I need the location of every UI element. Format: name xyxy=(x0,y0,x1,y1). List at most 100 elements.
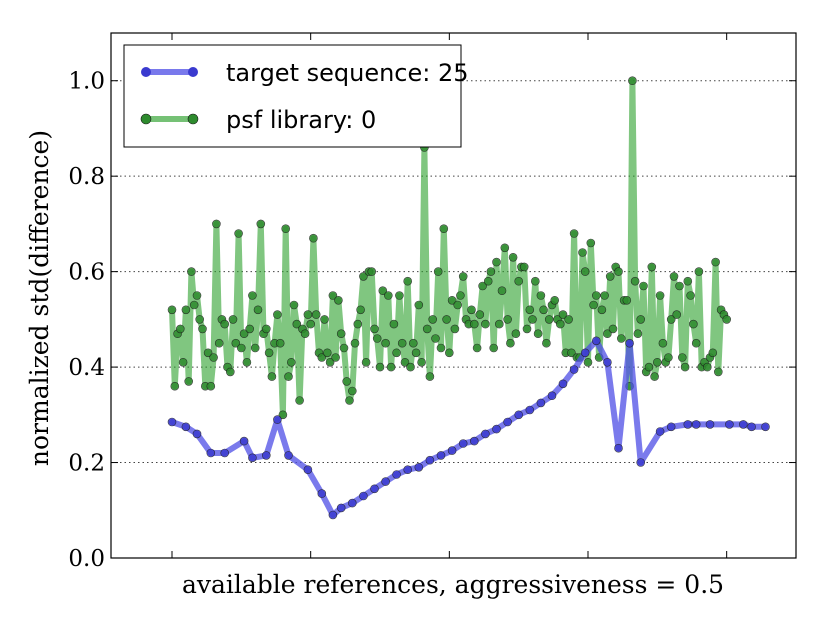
data-point xyxy=(550,295,560,305)
data-point xyxy=(198,324,207,334)
data-point xyxy=(683,420,693,429)
data-point xyxy=(655,291,665,300)
legend-marker-target-sequence-end xyxy=(188,67,198,77)
data-point xyxy=(650,372,659,381)
data-point xyxy=(234,229,243,238)
data-point xyxy=(170,381,180,391)
data-point xyxy=(392,470,401,479)
data-point xyxy=(536,398,546,408)
data-point xyxy=(536,291,546,300)
data-point xyxy=(189,300,199,310)
plot-area-series xyxy=(167,76,770,520)
data-point xyxy=(702,362,712,372)
data-point xyxy=(334,295,343,305)
data-point xyxy=(472,343,482,353)
data-point xyxy=(331,353,340,362)
data-point xyxy=(658,338,668,348)
data-point xyxy=(508,252,518,262)
data-point xyxy=(187,267,196,276)
plot-frame xyxy=(110,32,797,559)
data-point xyxy=(597,305,607,315)
data-point xyxy=(636,315,646,324)
data-point xyxy=(608,324,618,334)
data-point xyxy=(328,510,338,520)
data-point xyxy=(636,458,646,467)
data-point xyxy=(383,291,393,300)
data-point xyxy=(591,336,601,346)
data-point xyxy=(370,324,379,334)
data-point xyxy=(519,262,529,272)
data-point xyxy=(436,343,446,353)
data-point xyxy=(395,291,404,300)
data-point xyxy=(317,489,327,498)
data-point xyxy=(669,272,679,281)
data-point xyxy=(239,329,249,339)
data-point xyxy=(406,362,415,372)
data-point xyxy=(458,272,468,281)
data-point xyxy=(583,357,593,367)
data-point xyxy=(603,357,612,367)
data-point xyxy=(372,334,382,343)
legend-label-psf-library: psf library: 0 xyxy=(226,106,376,134)
data-point xyxy=(386,362,396,372)
data-point xyxy=(181,305,191,315)
y-tick-label: 1.0 xyxy=(68,69,105,95)
series-line xyxy=(169,337,769,518)
data-point xyxy=(722,315,732,324)
data-point xyxy=(292,319,302,329)
data-point xyxy=(320,315,329,324)
data-point xyxy=(628,76,637,85)
data-point xyxy=(237,343,246,353)
data-point xyxy=(436,451,446,460)
data-point xyxy=(359,272,368,281)
data-point xyxy=(475,310,485,319)
data-point xyxy=(220,448,229,458)
data-point xyxy=(544,315,554,324)
data-point xyxy=(239,436,249,446)
data-point xyxy=(567,348,576,358)
data-point xyxy=(525,405,535,415)
data-point xyxy=(400,357,410,367)
data-point xyxy=(633,329,643,339)
series-0 xyxy=(167,336,770,520)
data-point xyxy=(639,281,648,291)
data-point xyxy=(481,319,490,329)
data-point xyxy=(705,420,715,429)
data-point xyxy=(347,386,357,396)
data-point xyxy=(422,324,432,334)
data-point xyxy=(375,362,385,372)
data-point xyxy=(273,415,282,424)
data-point xyxy=(397,338,407,348)
data-point xyxy=(625,338,634,348)
data-point xyxy=(469,436,479,446)
data-point xyxy=(666,422,676,432)
data-point xyxy=(644,362,654,372)
data-point xyxy=(295,396,304,405)
y-tick-label: 0.0 xyxy=(68,546,105,572)
data-point xyxy=(228,315,238,324)
data-point xyxy=(589,300,598,310)
data-point xyxy=(284,451,293,460)
data-point xyxy=(359,491,368,501)
y-tick-label: 0.6 xyxy=(68,260,105,286)
data-point xyxy=(300,329,310,339)
data-point xyxy=(442,315,451,324)
data-point xyxy=(605,272,615,281)
data-point xyxy=(264,348,274,358)
data-point xyxy=(342,377,352,386)
legend-box xyxy=(123,44,462,148)
data-point xyxy=(694,267,704,276)
data-point xyxy=(614,267,623,276)
data-point xyxy=(317,353,327,362)
data-point xyxy=(666,315,676,324)
data-point xyxy=(345,396,354,405)
data-point xyxy=(176,324,185,334)
data-point xyxy=(414,300,424,310)
data-point xyxy=(500,243,510,253)
data-point xyxy=(181,422,191,432)
data-point xyxy=(325,357,335,367)
data-point xyxy=(273,310,282,319)
y-tick-label: 0.8 xyxy=(68,164,105,190)
data-point xyxy=(242,357,252,367)
